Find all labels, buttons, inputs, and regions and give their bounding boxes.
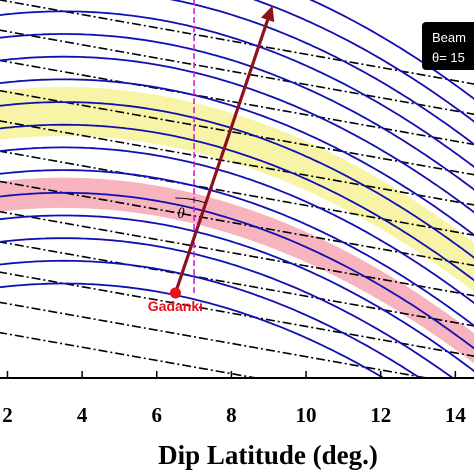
field-line-15 [252,0,474,123]
field-line-5 [0,191,474,350]
legend-box: Beam θ= 15 [422,22,474,70]
field-line-16 [309,0,474,100]
x-tick-label-6: 6 [152,403,163,427]
altitude-contour-4 [0,241,474,327]
bands-group [0,86,474,364]
field-line-14 [169,0,474,146]
x-axis-ticks: 2 4 6 8 10 12 14 [2,371,466,427]
altitude-contour-12 [0,0,474,85]
station-marker [169,287,181,299]
altitude-contour-1 [0,331,261,378]
x-tick-label-2: 2 [2,403,13,427]
band-yellow [0,86,474,292]
station-label: Gadanki [148,298,203,314]
legend-line-2: θ= 15 [432,50,465,65]
beam-angle-arc [175,197,206,204]
altitude-contour-5 [0,210,474,297]
x-tick-label-8: 8 [226,403,237,427]
field-line-12 [0,33,474,191]
field-line-3 [0,237,455,378]
altitude-contour-2 [0,301,432,378]
field-line-9 [0,101,474,259]
field-line-8 [0,123,474,282]
x-tick-label-14: 14 [445,403,467,427]
field-lines-group [0,0,474,378]
plot-frame [0,377,474,379]
plot-area: Beam θ= 15 [0,0,474,378]
angle-label: θ [177,206,185,222]
x-tick-label-12: 12 [370,403,391,427]
field-line-11 [0,55,474,214]
field-line-2 [0,259,422,378]
altitude-contour-11 [0,29,474,116]
field-line-7 [0,146,474,305]
legend-line-1: Beam [432,30,466,45]
band-pink [0,177,474,364]
field-line-1 [0,282,386,378]
radar-beam-line [173,19,270,294]
altitude-contour-8 [0,120,474,206]
field-line-4 [0,214,474,373]
x-axis-title: Dip Latitude (deg.) [158,440,378,470]
x-tick-label-10: 10 [296,403,317,427]
legend-background [422,22,474,70]
radar-beam-arrowhead [261,5,275,23]
field-line-6 [0,169,474,327]
altitude-contour-7 [0,150,474,237]
field-line-13 [0,10,474,168]
x-tick-label-4: 4 [77,403,88,427]
